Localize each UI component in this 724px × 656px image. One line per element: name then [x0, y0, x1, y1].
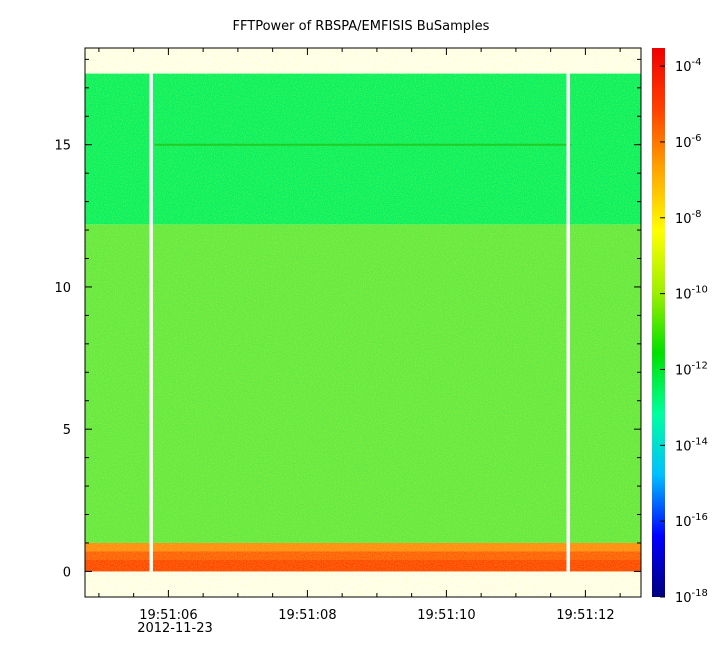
colorbar-tick-label: 10-4: [675, 57, 702, 75]
x-tick-label: 19:51:08: [278, 608, 336, 623]
data-gap: [149, 73, 154, 572]
x-date-label: 2012-11-23: [137, 621, 213, 636]
data-gaps: [149, 73, 571, 572]
x-tick-label: 19:51:10: [417, 608, 475, 623]
colorbar-tick-label: 10-16: [675, 512, 708, 530]
y-tick-label: 10: [54, 281, 71, 296]
chart-title: FFTPower of RBSPA/EMFISIS BuSamples: [233, 19, 490, 34]
colorbar: 10-4 10-6 10-8 10-10 10-12 10-14 10-16 10-18: [652, 48, 708, 606]
plot-frame: [84, 47, 642, 598]
y-tick-label: 5: [63, 423, 71, 438]
data-gap: [566, 73, 571, 572]
noise-texture: [85, 48, 641, 597]
colorbar-tick-label: 10-8: [675, 209, 702, 227]
x-axis: 19:51:06 19:51:08 19:51:10 19:51:12: [98, 48, 621, 623]
x-tick-label: 19:51:06: [139, 608, 197, 623]
x-tick-label: 19:51:12: [556, 608, 614, 623]
colorbar-tick-label: 10-14: [675, 436, 708, 454]
colorbar-tick-label: 10-10: [675, 285, 708, 303]
colorbar-tick-label: 10-18: [675, 588, 708, 606]
y-tick-label: 15: [54, 139, 71, 154]
colorbar-gradient: [652, 48, 665, 597]
colorbar-tick-label: 10-12: [675, 360, 708, 378]
y-axis: 0 5 10 15: [54, 58, 641, 580]
y-tick-label: 0: [63, 565, 71, 580]
colorbar-tick-label: 10-6: [675, 133, 702, 151]
